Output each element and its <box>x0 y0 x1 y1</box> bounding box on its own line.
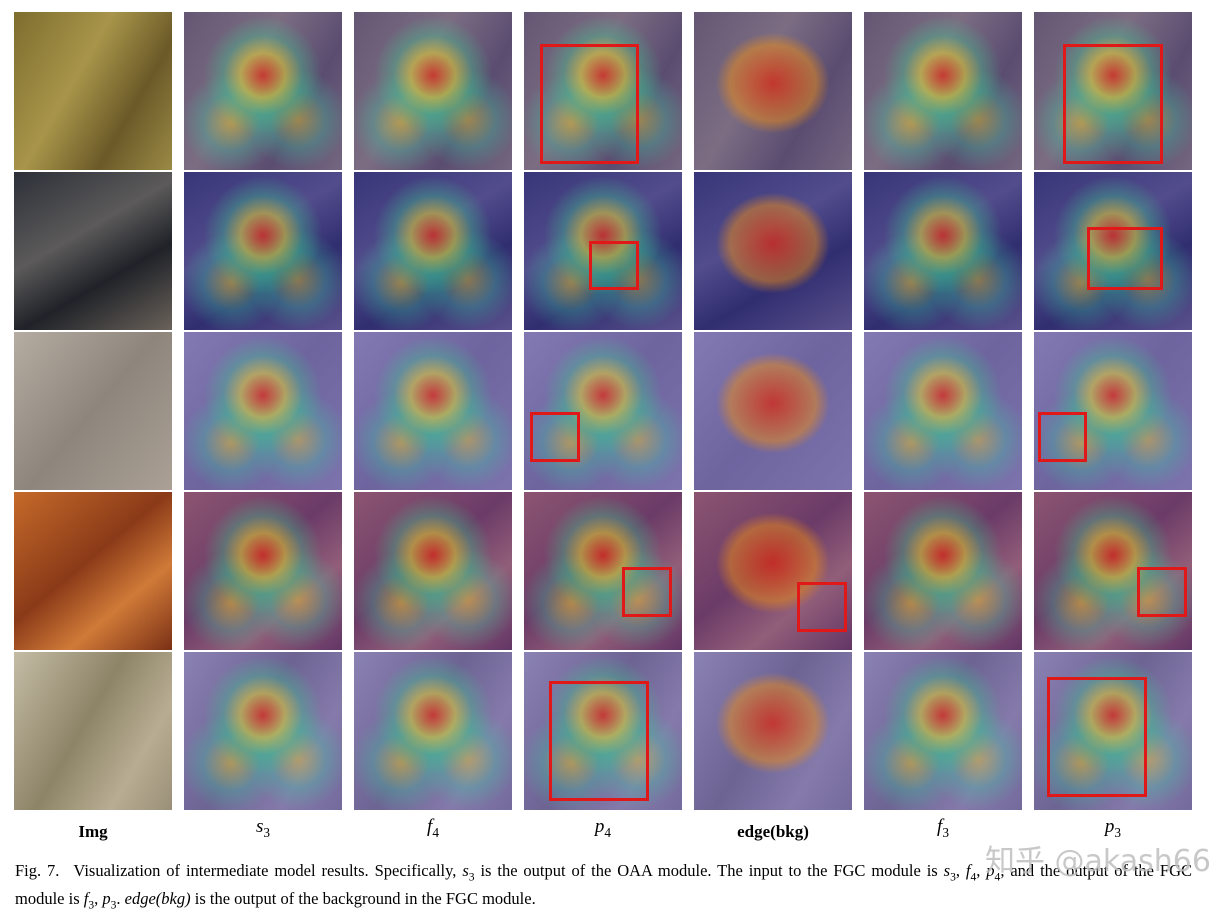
math: f4 <box>965 861 977 884</box>
math-base: f <box>83 889 89 909</box>
math-sub: 4 <box>970 871 977 884</box>
image-panel <box>14 332 172 490</box>
image-panel <box>184 12 342 170</box>
highlight-box <box>540 44 639 164</box>
math-base: f <box>965 861 971 880</box>
image-panel <box>14 652 172 810</box>
image-panel <box>1034 652 1192 810</box>
math: p4 <box>986 861 1001 884</box>
image-panel <box>694 332 852 490</box>
math: f4 <box>427 816 439 840</box>
highlight-box <box>1047 677 1147 797</box>
column-label: p3 <box>1034 816 1192 841</box>
math: f3 <box>83 889 94 911</box>
math-base: f <box>427 816 433 837</box>
highlight-box <box>530 412 580 462</box>
column-label: edge(bkg) <box>737 822 809 841</box>
math: p4 <box>594 816 612 840</box>
image-panel <box>524 492 682 650</box>
image-panel <box>14 492 172 650</box>
highlight-box <box>589 241 639 290</box>
math: p3 <box>102 889 116 911</box>
math-sub: 4 <box>432 824 439 840</box>
image-panel <box>1034 492 1192 650</box>
image-panel <box>354 652 512 810</box>
caption-text: , <box>94 889 103 909</box>
image-panel <box>354 12 512 170</box>
image-panel <box>694 12 852 170</box>
image-panel <box>864 172 1022 330</box>
image-panel <box>184 172 342 330</box>
math-base: edge(bkg) <box>124 889 191 909</box>
math: edge(bkg) <box>125 889 191 908</box>
image-panel <box>1034 332 1192 490</box>
image-panel <box>864 492 1022 650</box>
math: p3 <box>1104 816 1122 840</box>
image-panel <box>864 652 1022 810</box>
image-panel <box>184 332 342 490</box>
caption-text: is the output of the OAA module. The inp… <box>474 861 944 880</box>
image-panel <box>524 12 682 170</box>
math-sub: 3 <box>263 824 271 840</box>
math-base: f <box>937 816 943 837</box>
image-panel <box>354 492 512 650</box>
highlight-box <box>622 567 672 617</box>
highlight-box <box>797 582 847 632</box>
caption-text: is the output of the background in the F… <box>190 889 536 909</box>
math-base: p <box>594 816 605 837</box>
column-label: Img <box>78 822 108 841</box>
math-sub: 4 <box>994 871 1001 884</box>
math-sub: 3 <box>1114 824 1122 840</box>
math-sub: 4 <box>604 824 612 840</box>
math: f3 <box>937 816 949 840</box>
math-base: s <box>943 861 951 880</box>
math-sub: 3 <box>950 871 956 884</box>
image-panel <box>694 492 852 650</box>
image-panel <box>354 332 512 490</box>
highlight-box <box>1038 412 1087 462</box>
image-panel <box>1034 172 1192 330</box>
image-panel <box>524 332 682 490</box>
image-panel <box>864 12 1022 170</box>
caption-text: Visualization of intermediate model resu… <box>73 861 463 880</box>
math-sub: 3 <box>942 824 949 840</box>
math-base: p <box>102 889 111 909</box>
image-panel <box>694 652 852 810</box>
math: s3 <box>462 861 475 884</box>
math: s3 <box>255 816 271 840</box>
highlight-box <box>1087 227 1163 290</box>
math-base: s <box>255 816 264 837</box>
column-label: p4 <box>524 816 682 841</box>
image-panel <box>354 172 512 330</box>
math-base: p <box>986 861 995 880</box>
image-panel <box>184 652 342 810</box>
highlight-box <box>1137 567 1187 617</box>
image-panel <box>1034 12 1192 170</box>
image-panel <box>864 332 1022 490</box>
image-panel <box>184 492 342 650</box>
highlight-box <box>1063 44 1163 164</box>
math-sub: 3 <box>468 871 475 884</box>
math-base: s <box>462 861 469 880</box>
caption-text: , <box>976 861 987 880</box>
column-label: f4 <box>354 816 512 841</box>
column-label: f3 <box>864 816 1022 841</box>
image-panel <box>524 652 682 810</box>
highlight-box <box>549 681 649 801</box>
math: s3 <box>943 861 956 884</box>
image-panel <box>14 172 172 330</box>
watermark: 知乎 @akash66 <box>985 844 1211 879</box>
math-base: p <box>1104 816 1115 837</box>
column-label: s3 <box>184 816 342 841</box>
image-panel <box>14 12 172 170</box>
caption-text: . <box>116 889 125 909</box>
caption-text: , <box>955 861 966 880</box>
image-panel <box>694 172 852 330</box>
figure-number: Fig. 7. <box>15 861 60 880</box>
image-panel <box>524 172 682 330</box>
